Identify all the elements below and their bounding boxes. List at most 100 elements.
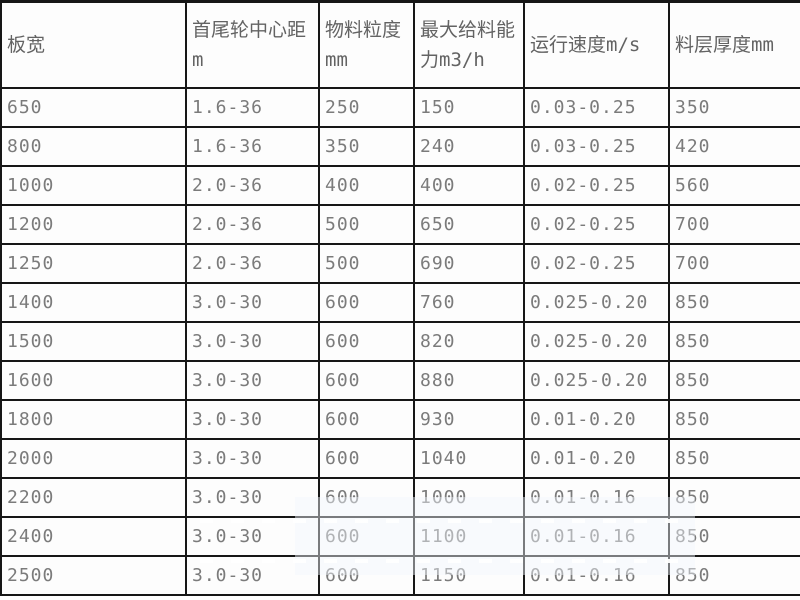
table-cell: 1600 bbox=[0, 360, 187, 401]
header-cell-particle-size: 物料粒度mm bbox=[318, 0, 415, 89]
table-cell: 350 bbox=[318, 126, 415, 167]
table-cell: 0.02-0.25 bbox=[523, 165, 670, 206]
table-cell: 3.0-30 bbox=[185, 282, 320, 323]
table-cell: 600 bbox=[318, 438, 415, 479]
table-cell: 850 bbox=[668, 321, 800, 362]
table-cell: 2.0-36 bbox=[185, 243, 320, 284]
table-cell: 150 bbox=[413, 87, 525, 128]
table-cell: 850 bbox=[668, 516, 800, 557]
table-cell: 850 bbox=[668, 555, 800, 596]
table-cell: 1040 bbox=[413, 438, 525, 479]
header-cell-running-speed: 运行速度m/s bbox=[523, 0, 670, 89]
table-row: 2400 3.0-30 600 1100 0.01-0.16 850 bbox=[0, 516, 800, 557]
table-cell: 0.01-0.16 bbox=[523, 555, 670, 596]
table-cell: 400 bbox=[318, 165, 415, 206]
table-cell: 0.025-0.20 bbox=[523, 282, 670, 323]
header-cell-center-distance: 首尾轮中心距 m bbox=[185, 0, 320, 89]
table-row: 1200 2.0-36 500 650 0.02-0.25 700 bbox=[0, 204, 800, 245]
table-row: 2000 3.0-30 600 1040 0.01-0.20 850 bbox=[0, 438, 800, 479]
table-cell: 420 bbox=[668, 126, 800, 167]
table-cell: 760 bbox=[413, 282, 525, 323]
table-cell: 0.03-0.25 bbox=[523, 87, 670, 128]
header-cell-layer-thickness: 料层厚度mm bbox=[668, 0, 800, 89]
table-cell: 600 bbox=[318, 516, 415, 557]
table-cell: 500 bbox=[318, 243, 415, 284]
table-cell: 3.0-30 bbox=[185, 477, 320, 518]
table-cell: 600 bbox=[318, 321, 415, 362]
table-cell: 850 bbox=[668, 399, 800, 440]
table-header-row: 板宽 首尾轮中心距 m 物料粒度mm 最大给料能力m3/h 运行速度m/s 料层… bbox=[0, 0, 800, 89]
table-cell: 1000 bbox=[0, 165, 187, 206]
table-cell: 0.03-0.25 bbox=[523, 126, 670, 167]
table-cell: 800 bbox=[0, 126, 187, 167]
table-cell: 850 bbox=[668, 360, 800, 401]
table-cell: 820 bbox=[413, 321, 525, 362]
table-cell: 850 bbox=[668, 438, 800, 479]
header-cell-board-width: 板宽 bbox=[0, 0, 187, 89]
table-cell: 650 bbox=[413, 204, 525, 245]
table-cell: 1500 bbox=[0, 321, 187, 362]
table-cell: 1400 bbox=[0, 282, 187, 323]
table-cell: 0.01-0.20 bbox=[523, 438, 670, 479]
table-cell: 2500 bbox=[0, 555, 187, 596]
table-cell: 2000 bbox=[0, 438, 187, 479]
table-cell: 0.02-0.25 bbox=[523, 243, 670, 284]
table-cell: 690 bbox=[413, 243, 525, 284]
table-row: 1600 3.0-30 600 880 0.025-0.20 850 bbox=[0, 360, 800, 401]
table-row: 1800 3.0-30 600 930 0.01-0.20 850 bbox=[0, 399, 800, 440]
table-cell: 1200 bbox=[0, 204, 187, 245]
table-cell: 1150 bbox=[413, 555, 525, 596]
table-cell: 350 bbox=[668, 87, 800, 128]
table-cell: 0.025-0.20 bbox=[523, 321, 670, 362]
table-cell: 0.02-0.25 bbox=[523, 204, 670, 245]
table-cell: 3.0-30 bbox=[185, 360, 320, 401]
table-row: 1400 3.0-30 600 760 0.025-0.20 850 bbox=[0, 282, 800, 323]
table-cell: 600 bbox=[318, 282, 415, 323]
table-cell: 700 bbox=[668, 243, 800, 284]
table-cell: 1100 bbox=[413, 516, 525, 557]
table-row: 1250 2.0-36 500 690 0.02-0.25 700 bbox=[0, 243, 800, 284]
table-cell: 700 bbox=[668, 204, 800, 245]
table-cell: 600 bbox=[318, 555, 415, 596]
table-cell: 3.0-30 bbox=[185, 399, 320, 440]
table-cell: 3.0-30 bbox=[185, 438, 320, 479]
table-cell: 2400 bbox=[0, 516, 187, 557]
table-cell: 1.6-36 bbox=[185, 87, 320, 128]
table-cell: 1.6-36 bbox=[185, 126, 320, 167]
table-cell: 600 bbox=[318, 399, 415, 440]
table-cell: 2200 bbox=[0, 477, 187, 518]
table-cell: 500 bbox=[318, 204, 415, 245]
table-cell: 240 bbox=[413, 126, 525, 167]
table-cell: 650 bbox=[0, 87, 187, 128]
table-cell: 1000 bbox=[413, 477, 525, 518]
table-row: 2500 3.0-30 600 1150 0.01-0.16 850 bbox=[0, 555, 800, 596]
table-cell: 0.01-0.16 bbox=[523, 477, 670, 518]
table-cell: 2.0-36 bbox=[185, 204, 320, 245]
table-cell: 600 bbox=[318, 477, 415, 518]
table-row: 1000 2.0-36 400 400 0.02-0.25 560 bbox=[0, 165, 800, 206]
table-cell: 3.0-30 bbox=[185, 516, 320, 557]
table-cell: 400 bbox=[413, 165, 525, 206]
table-cell: 0.01-0.20 bbox=[523, 399, 670, 440]
table-cell: 1800 bbox=[0, 399, 187, 440]
table-row: 800 1.6-36 350 240 0.03-0.25 420 bbox=[0, 126, 800, 167]
table-body: 650 1.6-36 250 150 0.03-0.25 350 800 1.6-36 350 2… bbox=[0, 87, 800, 596]
table-cell: 560 bbox=[668, 165, 800, 206]
table-cell: 600 bbox=[318, 360, 415, 401]
table-cell: 850 bbox=[668, 477, 800, 518]
table-row: 650 1.6-36 250 150 0.03-0.25 350 bbox=[0, 87, 800, 128]
table-cell: 850 bbox=[668, 282, 800, 323]
table-cell: 3.0-30 bbox=[185, 321, 320, 362]
table-cell: 2.0-36 bbox=[185, 165, 320, 206]
table-cell: 1250 bbox=[0, 243, 187, 284]
table-cell: 250 bbox=[318, 87, 415, 128]
table-cell: 3.0-30 bbox=[185, 555, 320, 596]
header-cell-max-capacity: 最大给料能力m3/h bbox=[413, 0, 525, 89]
table-row: 2200 3.0-30 600 1000 0.01-0.16 850 bbox=[0, 477, 800, 518]
table-cell: 880 bbox=[413, 360, 525, 401]
table-row: 1500 3.0-30 600 820 0.025-0.20 850 bbox=[0, 321, 800, 362]
table-cell: 930 bbox=[413, 399, 525, 440]
table-cell: 0.025-0.20 bbox=[523, 360, 670, 401]
